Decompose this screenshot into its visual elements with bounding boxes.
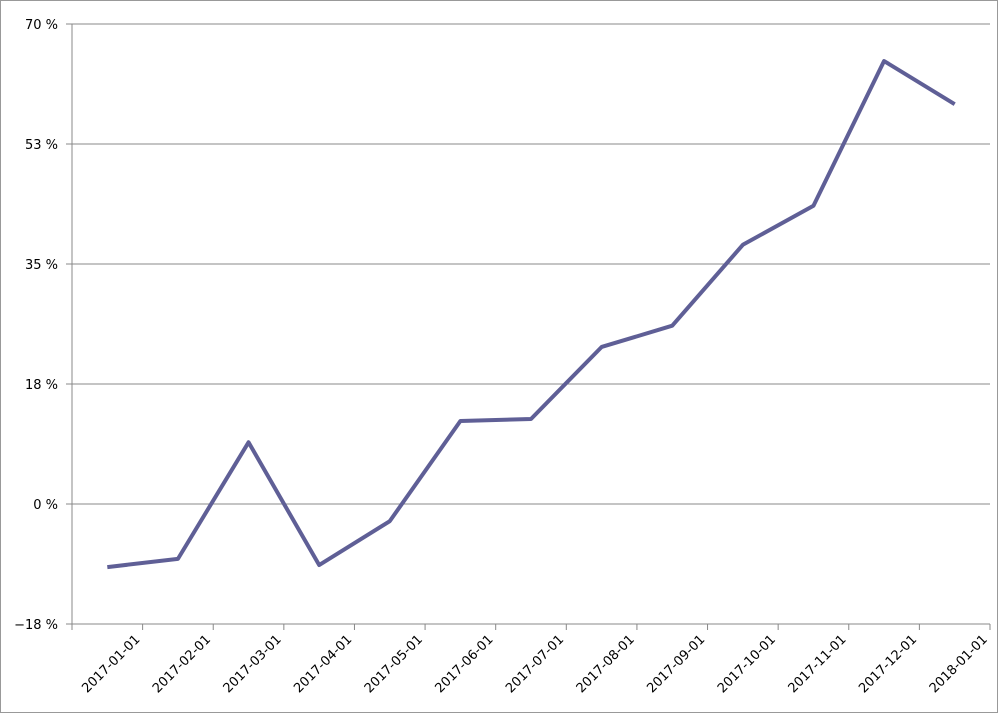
y-tick-label: 70 % xyxy=(25,18,58,33)
line-series xyxy=(107,59,956,570)
y-tick-label: 0 % xyxy=(33,498,58,513)
y-tick-label: 35 % xyxy=(25,258,58,273)
y-tick-label: 53 % xyxy=(25,138,58,153)
y-tick-label: −18 % xyxy=(14,618,58,633)
y-tick-label: 18 % xyxy=(25,378,58,393)
